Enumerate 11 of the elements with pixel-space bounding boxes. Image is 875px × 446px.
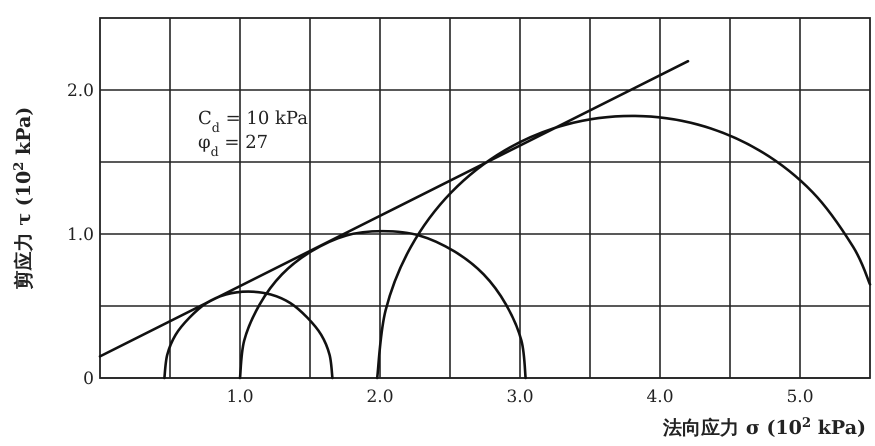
x-tick-label: 5.0 — [786, 387, 814, 407]
x-tick-label: 4.0 — [646, 387, 674, 407]
y-tick-label: 2.0 — [66, 81, 94, 101]
annotation: C$_{d}$ = 10 kPa — [198, 108, 308, 134]
x-tick-label: 1.0 — [226, 387, 254, 407]
x-tick-label: 2.0 — [366, 387, 394, 407]
annotation: φ$_{d}$ = 27 — [198, 132, 268, 158]
y-tick-label: 0 — [83, 369, 94, 389]
x-axis-title: 法向应力 σ (10$^{2}$ kPa) — [662, 416, 866, 439]
y-tick-label: 1.0 — [66, 225, 94, 245]
x-tick-label: 3.0 — [506, 387, 534, 407]
